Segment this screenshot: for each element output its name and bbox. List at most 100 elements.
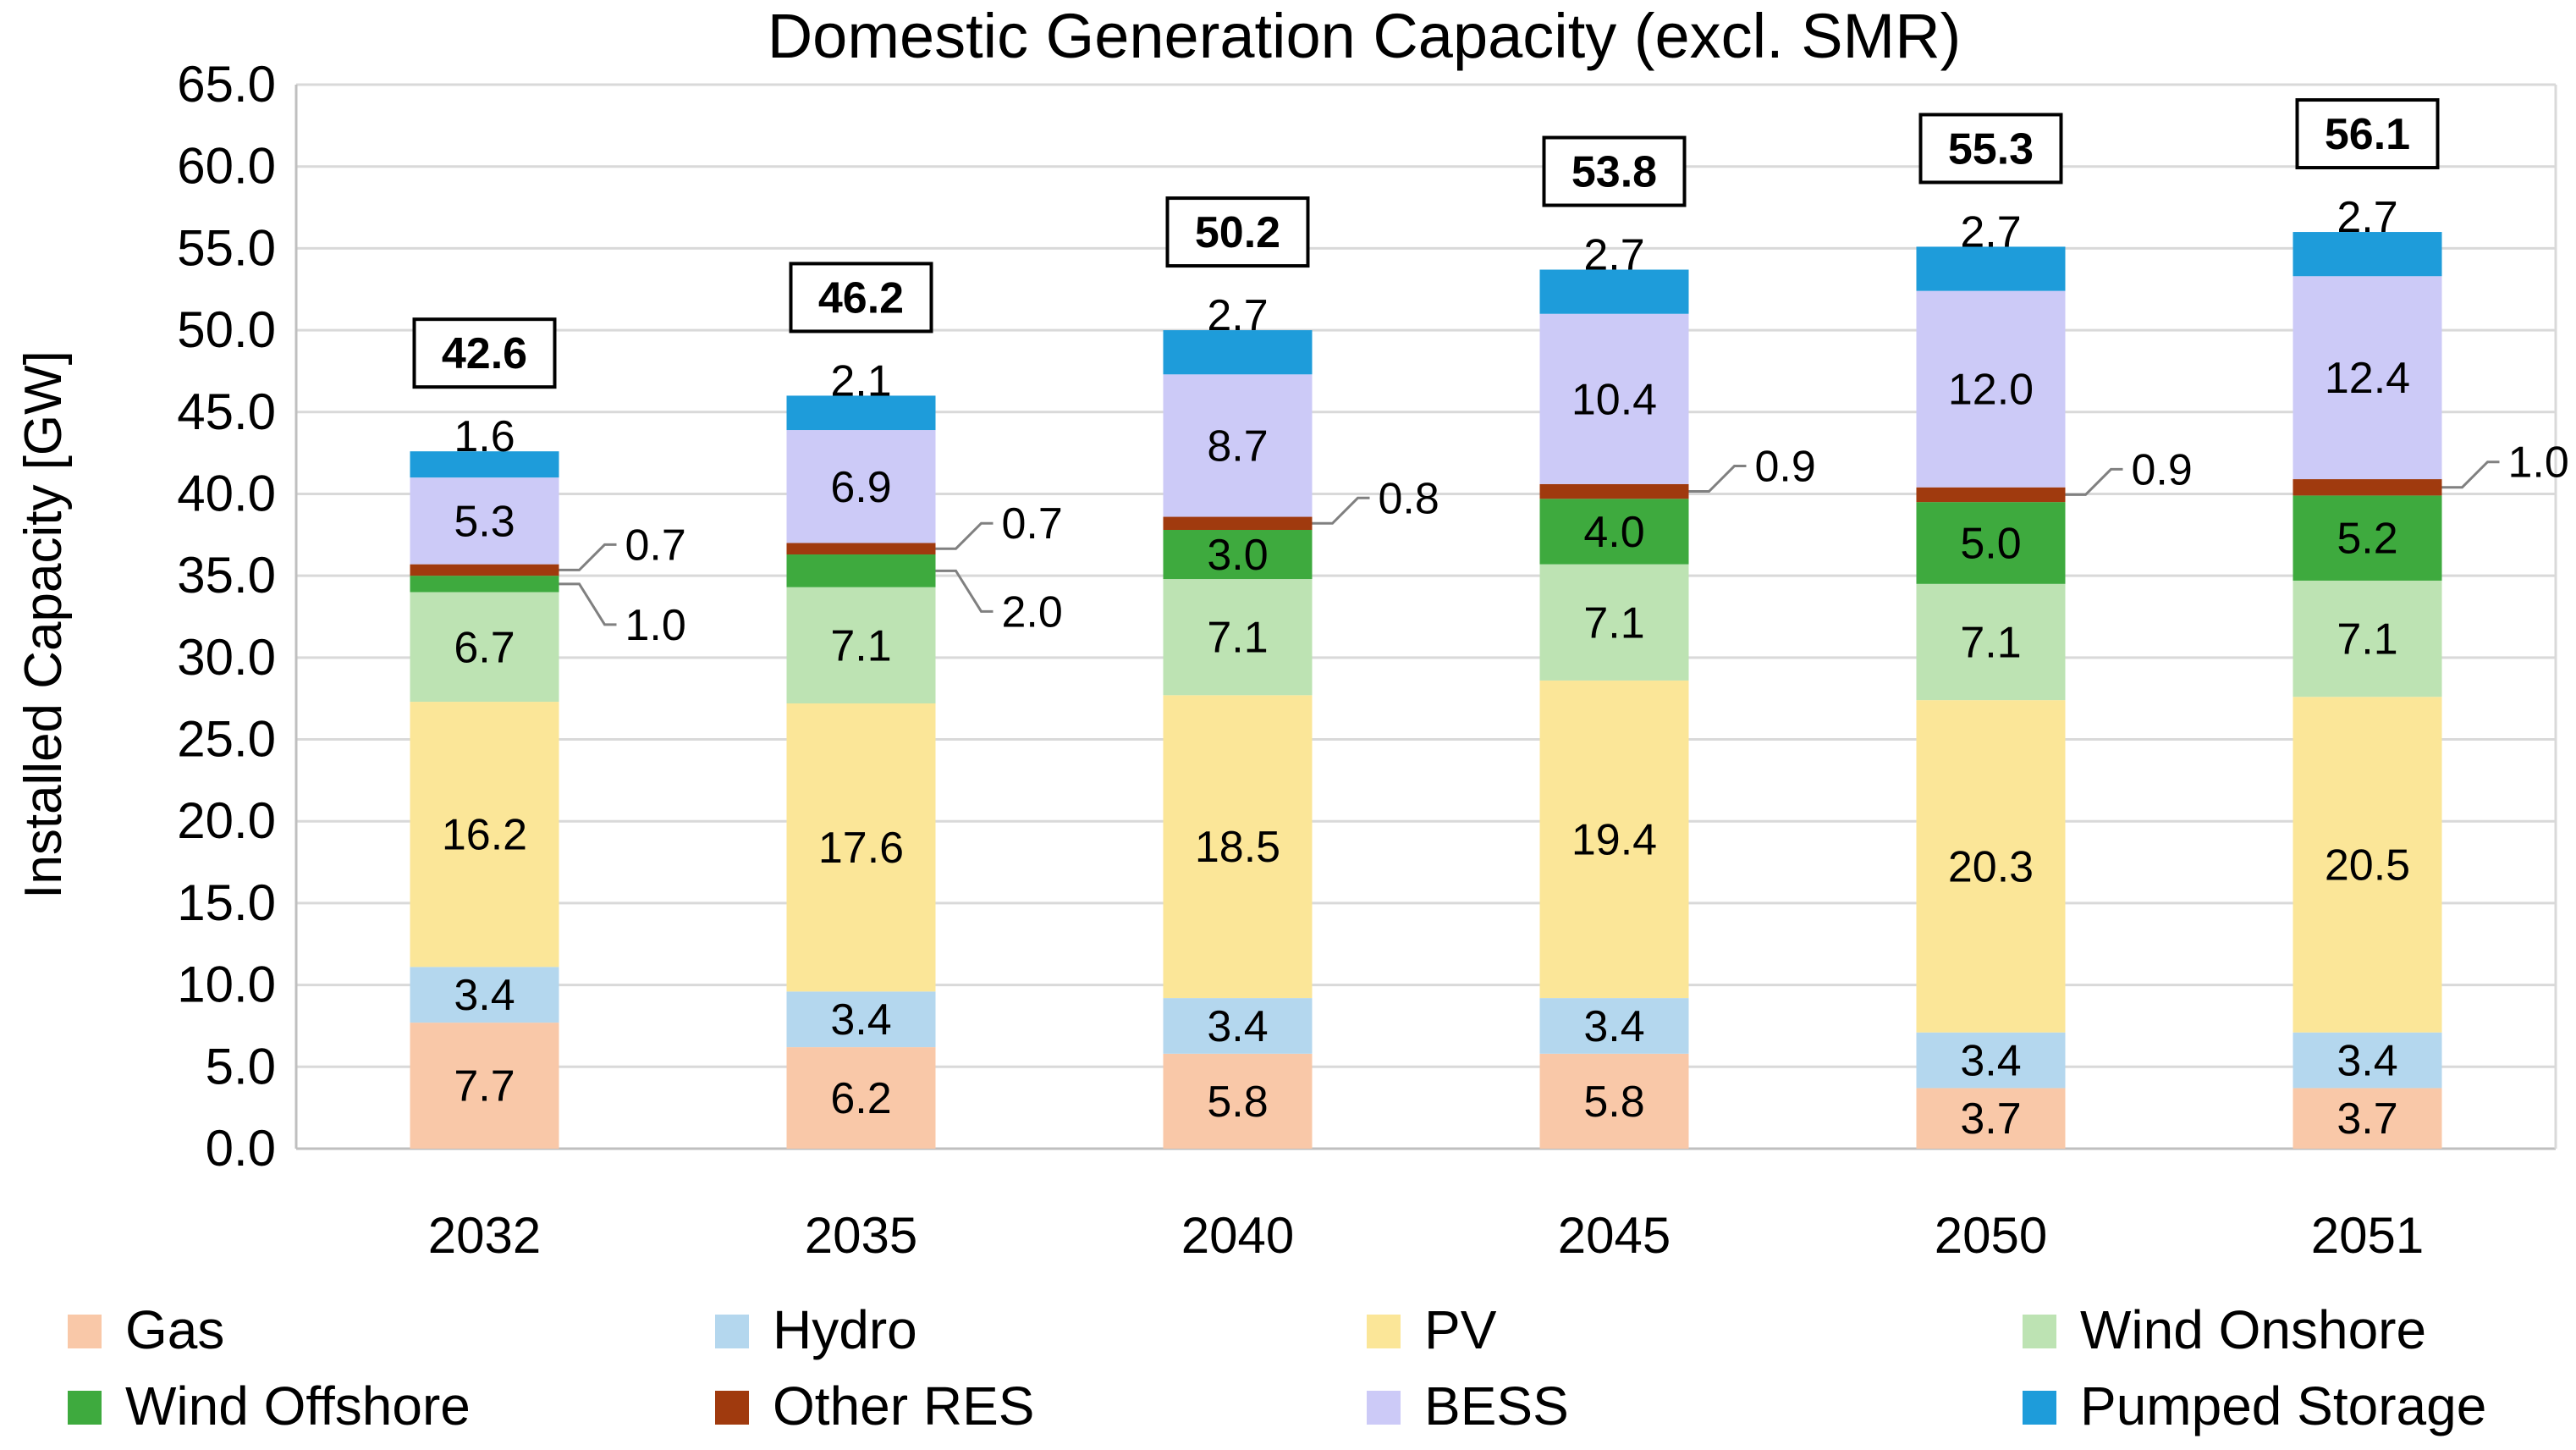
legend-entry: Wind Onshore (2080, 1299, 2426, 1360)
data-label: 7.7 (454, 1062, 515, 1111)
data-label: 6.7 (454, 623, 515, 672)
bar-segment-other-res (2293, 479, 2442, 496)
data-label: 2.7 (2337, 193, 2397, 242)
x-tick-label: 2050 (1935, 1207, 2047, 1264)
bar-segment-hydro (1916, 1032, 2066, 1089)
bar-segment-hydro (2293, 1032, 2442, 1089)
bar-segment-wind-onshore (1163, 579, 1313, 696)
data-label: 0.9 (1755, 443, 1816, 492)
legend: Gas Hydro PV Wind Onshore Wind Offshore Other… (68, 1299, 2486, 1436)
total-label: 53.8 (1571, 148, 1657, 197)
data-label: 2.1 (830, 356, 891, 405)
data-label: 7.1 (1207, 614, 1268, 663)
leader-line (1688, 465, 1747, 493)
y-tick-label: 40.0 (177, 465, 276, 521)
bar-segment-other-res (786, 543, 936, 555)
legend-entry: Wind Offshore (125, 1376, 471, 1436)
legend-swatch (68, 1315, 102, 1348)
y-tick-label: 25.0 (177, 711, 276, 768)
data-label: 16.2 (442, 811, 527, 860)
total-box (789, 262, 933, 334)
total-box (2295, 98, 2440, 170)
bar-segment-wind-offshore (1163, 530, 1313, 580)
y-tick-label: 55.0 (177, 219, 276, 276)
data-label: 0.7 (1002, 499, 1063, 549)
data-label: 7.1 (2337, 615, 2397, 664)
data-label: 5.8 (1583, 1078, 1644, 1127)
bar-segment-wind-offshore (1539, 499, 1689, 565)
y-axis-ticks: 0.0 5.0 10.0 15.0 20.0 25.0 30.0 35.0 40.0 45.0 50… (177, 56, 276, 1177)
data-label: 3.4 (830, 995, 891, 1045)
bar-segment-other-res (1916, 487, 2066, 503)
total-label: 42.6 (442, 329, 527, 378)
total-box (1918, 113, 2063, 185)
leader-line (559, 582, 617, 626)
data-label: 5.3 (454, 497, 515, 546)
x-tick-label: 2045 (1558, 1207, 1671, 1264)
bar-segment-wind-offshore (410, 576, 559, 593)
bar-segment-pumped-storage (1163, 330, 1313, 375)
x-tick-label: 2040 (1181, 1207, 1294, 1264)
data-label: 1.6 (454, 412, 515, 461)
bar-segment-wind-onshore (786, 587, 936, 703)
bar-segment-bess (2293, 276, 2442, 480)
bar-segment-wind-offshore (2293, 495, 2442, 581)
data-label: 2.7 (1583, 231, 1644, 280)
data-label: 8.7 (1207, 422, 1268, 471)
leader-line (559, 543, 617, 571)
data-label: 3.4 (454, 971, 515, 1020)
data-label: 1.0 (2508, 438, 2569, 488)
y-tick-label: 20.0 (177, 792, 276, 849)
legend-swatch (715, 1315, 749, 1348)
leader-line (935, 569, 994, 613)
y-tick-label: 50.0 (177, 301, 276, 358)
data-label: 6.2 (830, 1074, 891, 1123)
y-tick-label: 45.0 (177, 383, 276, 440)
bar-segment-wind-onshore (2293, 580, 2442, 697)
data-label: 3.7 (2337, 1094, 2397, 1144)
x-tick-label: 2032 (428, 1207, 541, 1264)
data-label: 3.4 (1207, 1002, 1268, 1051)
legend-swatch (2023, 1391, 2056, 1425)
bar-segment-pv (1539, 680, 1689, 999)
bar-segment-gas (1163, 1053, 1313, 1149)
plot-frame (294, 85, 2557, 1150)
bar-segment-wind-onshore (1916, 583, 2066, 701)
gridlines (296, 83, 2556, 1150)
legend-entry: BESS (1424, 1376, 1569, 1436)
data-label: 0.7 (625, 521, 686, 570)
x-axis-ticks: 2032 2035 2040 2045 2050 2051 (428, 1207, 2424, 1264)
y-tick-label: 0.0 (206, 1120, 276, 1177)
bar-segment-pv (2293, 697, 2442, 1033)
total-box (412, 317, 557, 389)
legend-entry: Other RES (773, 1376, 1034, 1436)
legend-entry: PV (1424, 1299, 1497, 1360)
bar-segment-hydro (1539, 998, 1689, 1054)
y-tick-label: 65.0 (177, 56, 276, 113)
data-label: 7.1 (1960, 618, 2021, 667)
x-tick-label: 2051 (2311, 1207, 2424, 1264)
bar-segment-gas (410, 1023, 559, 1149)
y-tick-label: 10.0 (177, 957, 276, 1013)
leader-line (2065, 467, 2123, 496)
bar-segment-pumped-storage (786, 395, 936, 431)
bar-segment-gas (2293, 1088, 2442, 1149)
bar-segment-other-res (1539, 483, 1689, 499)
bar-segment-pv (786, 703, 936, 992)
data-label: 19.4 (1571, 816, 1657, 865)
bar-segment-pumped-storage (1539, 269, 1689, 314)
data-label: 2.7 (1207, 291, 1268, 340)
legend-entry: Gas (125, 1299, 224, 1360)
y-tick-label: 60.0 (177, 138, 276, 195)
y-tick-label: 35.0 (177, 547, 276, 604)
leader-line (2441, 460, 2500, 489)
total-label: 55.3 (1948, 124, 2034, 174)
data-label: 4.0 (1583, 508, 1644, 557)
data-label: 2.0 (1002, 587, 1063, 637)
bar-segment-gas (786, 1047, 936, 1149)
data-label: 7.1 (1583, 598, 1644, 648)
y-tick-label: 15.0 (177, 874, 276, 931)
data-label: 2.7 (1960, 207, 2021, 256)
data-label: 6.9 (830, 463, 891, 512)
